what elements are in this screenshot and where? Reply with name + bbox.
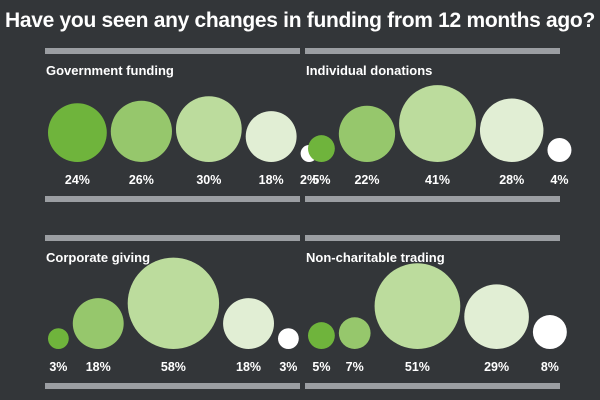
bubble [48,103,107,162]
bubble [175,96,242,162]
panel-title: Corporate giving [46,250,151,265]
bubble [110,100,172,162]
bubble-label: 2% [300,173,318,187]
bubble-label: 28% [499,173,524,187]
bubble [277,328,299,349]
divider-bar [305,383,560,389]
bubble [308,135,335,162]
panel-title: Government funding [46,63,174,78]
bubble [127,257,220,349]
panel-title: Non-charitable trading [306,250,445,265]
bubble-chart: 5% 22% 41% 28% 4% [308,85,572,187]
bubble-label: 4% [550,173,568,187]
bubble-label: 3% [279,360,297,374]
bubble-label: 18% [86,360,111,374]
bubble-label: 5% [312,173,330,187]
bubble-chart: 24% 26% 30% 18% 2% [48,96,318,187]
panel-title: Individual donations [306,63,433,78]
divider-bar [45,383,300,389]
bubble-label: 7% [346,360,364,374]
divider-bar [45,196,300,202]
bubble-label: 8% [541,360,559,374]
bubble-label: 3% [49,360,67,374]
panel-non-charitable-trading: Non-charitable trading 5% 7% 51% 29% 8% [305,235,567,395]
chart-title: Have you seen any changes in funding fro… [5,9,595,32]
bubble-label: 22% [354,173,379,187]
bubble-label: 24% [65,173,90,187]
panel-government-funding: Government funding 24% 26% 30% 18% 2% [45,48,318,208]
divider-bar [305,196,560,202]
bubble [464,284,529,349]
bubble [338,317,371,349]
bubble-label: 51% [405,360,430,374]
bubble [245,111,297,162]
bubble-label: 18% [236,360,261,374]
divider-bar [45,235,300,241]
bubble-chart: 5% 7% 51% 29% 8% [308,263,567,374]
bubble-label: 30% [196,173,221,187]
bubble [532,315,567,349]
bubble [374,263,461,349]
bubble-label: 18% [259,173,284,187]
bubble [547,138,572,162]
bubble-label: 58% [161,360,186,374]
bubble [223,298,274,349]
bubble [479,98,544,162]
bubble [72,298,124,349]
bubble-label: 26% [129,173,154,187]
divider-bar [45,48,300,54]
bubble-label: 29% [484,360,509,374]
panel-individual-donations: Individual donations 5% 22% 41% 28% 4% [305,48,572,208]
bubble-chart: 3% 18% 58% 18% 3% [48,257,299,374]
bubble [308,322,335,349]
bubble [338,105,396,162]
bubble-label: 5% [312,360,330,374]
bubble [399,85,476,162]
panel-corporate-giving: Corporate giving 3% 18% 58% 18% 3% [45,235,300,395]
divider-bar [305,48,560,54]
divider-bar [305,235,560,241]
bubble [48,328,69,349]
bubble-label: 41% [425,173,450,187]
